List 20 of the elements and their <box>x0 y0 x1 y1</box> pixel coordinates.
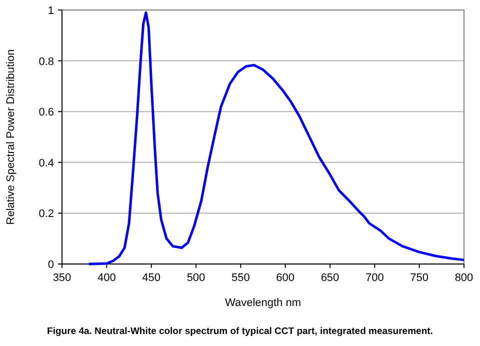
caption: Figure 4a. Neutral-White color spectrum of typical CCT part, integrated measurement. <box>47 326 433 337</box>
x-tick-label: 650 <box>320 272 340 284</box>
x-tick-label: 500 <box>186 272 206 284</box>
x-tick-label: 750 <box>410 272 429 284</box>
x-tick-label: 450 <box>142 272 161 284</box>
x-axis-title: Wavelength nm <box>224 297 302 309</box>
y-tick-label: 0.4 <box>38 157 54 170</box>
y-tick-label: 0 <box>48 259 54 271</box>
x-tick-label: 700 <box>365 272 384 284</box>
y-tick-label: 0.2 <box>38 208 54 220</box>
y-tick-label: 0.8 <box>38 56 54 68</box>
y-tick-label: 0.6 <box>38 106 54 119</box>
x-tick-label: 400 <box>97 272 116 284</box>
y-axis-title: Relative Spectral Power Distribution <box>5 49 17 225</box>
x-tick-label: 550 <box>231 272 250 284</box>
x-tick-label: 800 <box>454 272 474 284</box>
y-tick-label: 1 <box>48 5 54 17</box>
x-tick-label: 350 <box>52 272 72 284</box>
line-series <box>88 11 466 266</box>
x-tick-label: 600 <box>276 272 295 284</box>
